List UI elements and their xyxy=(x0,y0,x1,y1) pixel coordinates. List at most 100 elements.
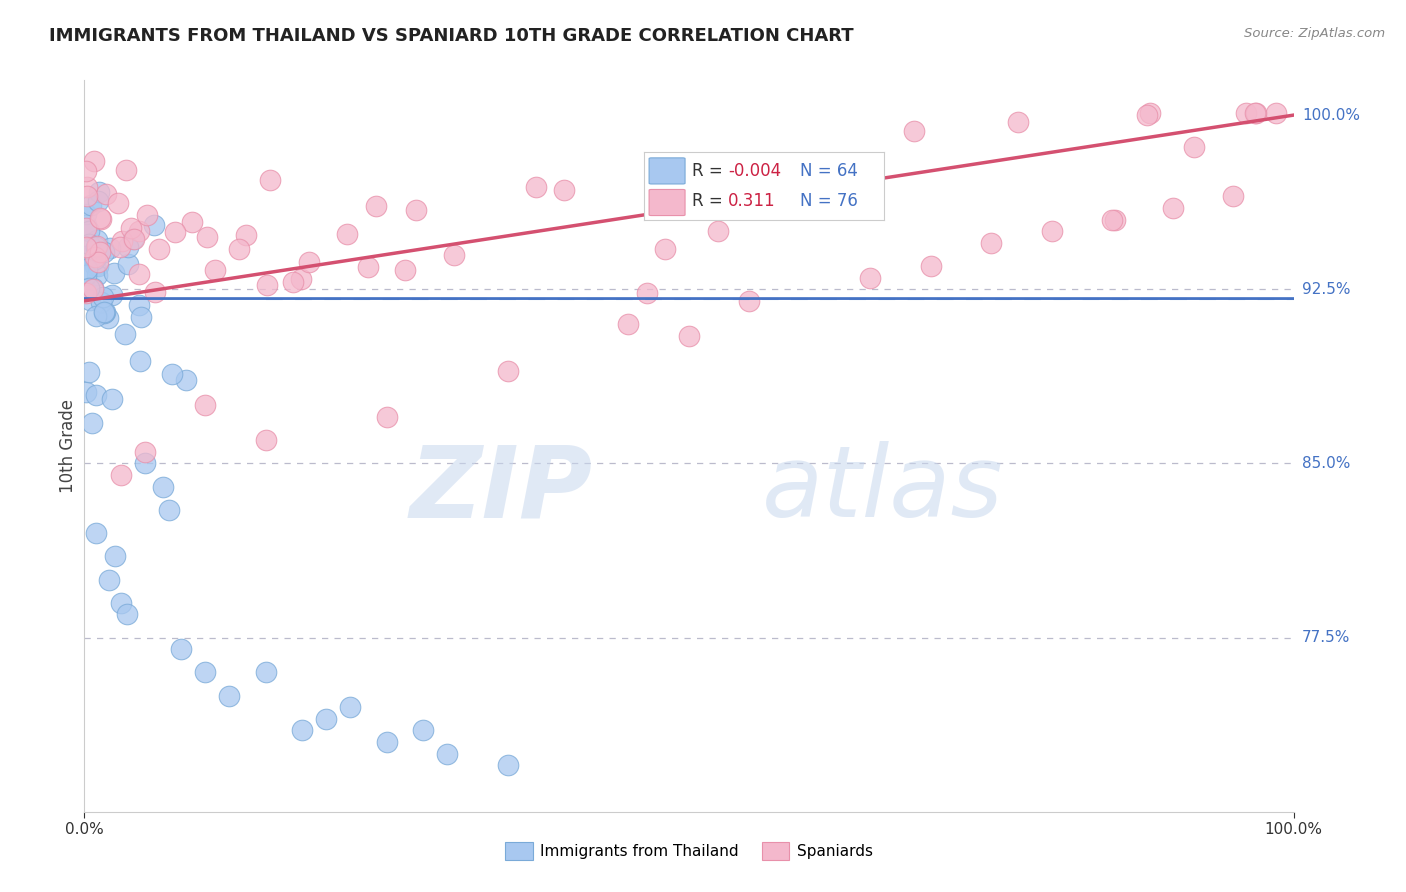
Point xyxy=(94,305,117,319)
Point xyxy=(160,367,183,381)
Point xyxy=(859,270,882,285)
Point xyxy=(298,254,321,268)
Point xyxy=(75,218,97,232)
Point xyxy=(654,242,676,256)
Point xyxy=(122,231,145,245)
Point xyxy=(375,409,398,424)
Point xyxy=(134,457,156,471)
Point xyxy=(84,251,107,265)
Point xyxy=(235,227,257,242)
Point xyxy=(86,526,108,541)
Point xyxy=(128,298,150,312)
Point xyxy=(366,199,388,213)
Point xyxy=(254,433,277,447)
Point xyxy=(496,363,519,377)
Point xyxy=(75,249,97,263)
Point xyxy=(128,267,150,281)
Point xyxy=(336,227,359,241)
Text: R =: R = xyxy=(692,162,728,180)
Point xyxy=(738,293,761,308)
Point xyxy=(75,240,97,254)
Point xyxy=(90,211,112,226)
Point xyxy=(617,317,640,331)
Point xyxy=(93,244,115,259)
Point xyxy=(903,124,925,138)
Point xyxy=(75,384,97,399)
Point xyxy=(143,285,166,299)
Point xyxy=(281,275,304,289)
FancyBboxPatch shape xyxy=(650,189,685,216)
Point xyxy=(107,195,129,210)
Text: Source: ZipAtlas.com: Source: ZipAtlas.com xyxy=(1244,27,1385,40)
Text: IMMIGRANTS FROM THAILAND VS SPANIARD 10TH GRADE CORRELATION CHART: IMMIGRANTS FROM THAILAND VS SPANIARD 10T… xyxy=(49,27,853,45)
Point xyxy=(114,163,136,178)
Point xyxy=(84,240,107,254)
Text: 100.0%: 100.0% xyxy=(1302,108,1360,122)
Point xyxy=(524,179,547,194)
Point xyxy=(636,286,658,301)
Text: 92.5%: 92.5% xyxy=(1302,282,1350,297)
Point xyxy=(75,164,97,178)
Point xyxy=(152,480,174,494)
Point xyxy=(129,354,152,368)
Point xyxy=(291,723,314,738)
Point xyxy=(1007,114,1029,128)
Point xyxy=(157,503,180,517)
Point xyxy=(75,285,97,300)
Point xyxy=(87,255,110,269)
Point xyxy=(104,549,127,564)
Point xyxy=(707,224,730,238)
Point xyxy=(195,229,218,244)
Point xyxy=(86,238,108,252)
Point xyxy=(110,234,132,248)
Point xyxy=(76,262,98,277)
Point xyxy=(84,310,107,324)
Point xyxy=(375,735,398,749)
Point xyxy=(77,236,100,251)
Point xyxy=(77,224,100,238)
Point xyxy=(1244,105,1267,120)
Point xyxy=(194,665,217,680)
Point xyxy=(259,172,281,186)
Point xyxy=(84,252,107,267)
Point xyxy=(90,295,112,310)
Point xyxy=(75,221,97,235)
FancyBboxPatch shape xyxy=(650,158,685,184)
Point xyxy=(110,468,132,483)
Point xyxy=(77,365,100,379)
Point xyxy=(87,185,110,199)
Point xyxy=(134,445,156,459)
Point xyxy=(76,189,98,203)
Text: ZIP: ZIP xyxy=(409,442,592,539)
Text: atlas: atlas xyxy=(762,442,1002,539)
Point xyxy=(101,288,124,302)
Point xyxy=(86,268,108,282)
Point xyxy=(131,310,153,324)
Point xyxy=(128,224,150,238)
Point xyxy=(89,244,111,259)
Point xyxy=(357,260,380,274)
Point xyxy=(254,665,277,680)
Point xyxy=(83,153,105,168)
Point xyxy=(79,293,101,308)
Point xyxy=(75,207,97,221)
Point xyxy=(117,240,139,254)
Point xyxy=(103,266,125,280)
Text: 77.5%: 77.5% xyxy=(1302,630,1350,645)
Point xyxy=(76,180,98,194)
Point xyxy=(82,416,104,430)
Point xyxy=(412,723,434,738)
Point xyxy=(1040,224,1063,238)
Point xyxy=(97,311,120,326)
Point xyxy=(1139,105,1161,120)
Point xyxy=(96,187,118,202)
Text: -0.004: -0.004 xyxy=(728,162,782,180)
Point xyxy=(110,596,132,610)
Point xyxy=(1182,140,1205,154)
Point xyxy=(1136,108,1159,122)
Point xyxy=(117,257,139,271)
Point xyxy=(115,607,138,622)
Point xyxy=(782,194,804,208)
Point xyxy=(83,259,105,273)
Point xyxy=(817,184,839,198)
